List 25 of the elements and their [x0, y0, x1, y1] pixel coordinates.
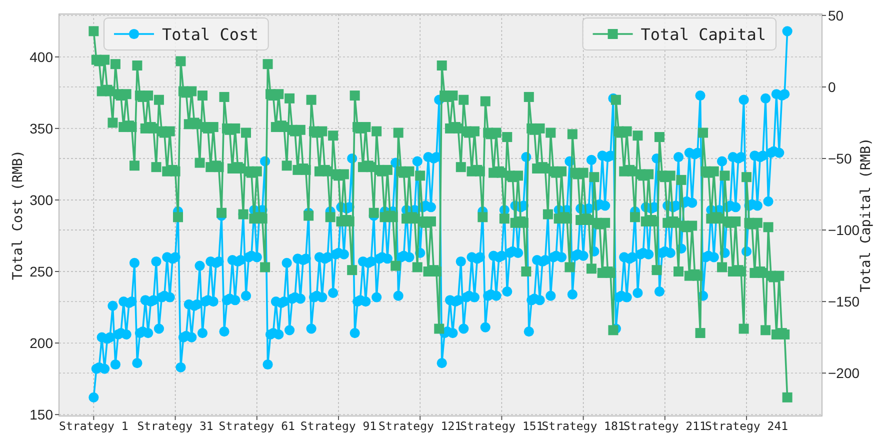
y2-tick-label: −100 — [828, 222, 860, 238]
y-tick-label: 250 — [30, 264, 54, 280]
legend-label: Total Capital — [640, 24, 766, 44]
x-tick-label: Strategy 31 — [137, 419, 214, 433]
y-tick-label: 350 — [30, 120, 54, 136]
x-tick-label: Strategy 1 — [59, 419, 128, 433]
y2-tick-label: −150 — [828, 294, 860, 310]
x-tick-label: Strategy 181 — [542, 419, 625, 433]
y-tick-label: 200 — [30, 335, 54, 352]
x-tick-label: Strategy 121 — [378, 419, 462, 433]
y-tick-label: 150 — [30, 406, 54, 423]
y-tick-label: 400 — [30, 48, 54, 65]
x-tick-label: Strategy 91 — [300, 419, 377, 433]
y2-tick-label: 0 — [828, 78, 836, 95]
x-tick-label: Strategy 151 — [460, 419, 544, 433]
y2-tick-label: −200 — [828, 365, 860, 382]
y2-tick-label: −50 — [828, 150, 852, 166]
y-axis-title: Total Cost (RMB) — [10, 150, 26, 280]
x-tick-label: Strategy 61 — [218, 419, 296, 433]
y2-axis-title: Total Capital (RMB) — [858, 138, 874, 292]
x-tick-label: Strategy 241 — [704, 419, 788, 433]
x-tick-label: Strategy 211 — [623, 419, 707, 433]
legend-label: Total Cost — [162, 24, 258, 44]
y-tick-label: 300 — [30, 192, 54, 208]
y2-tick-label: 50 — [828, 7, 844, 24]
